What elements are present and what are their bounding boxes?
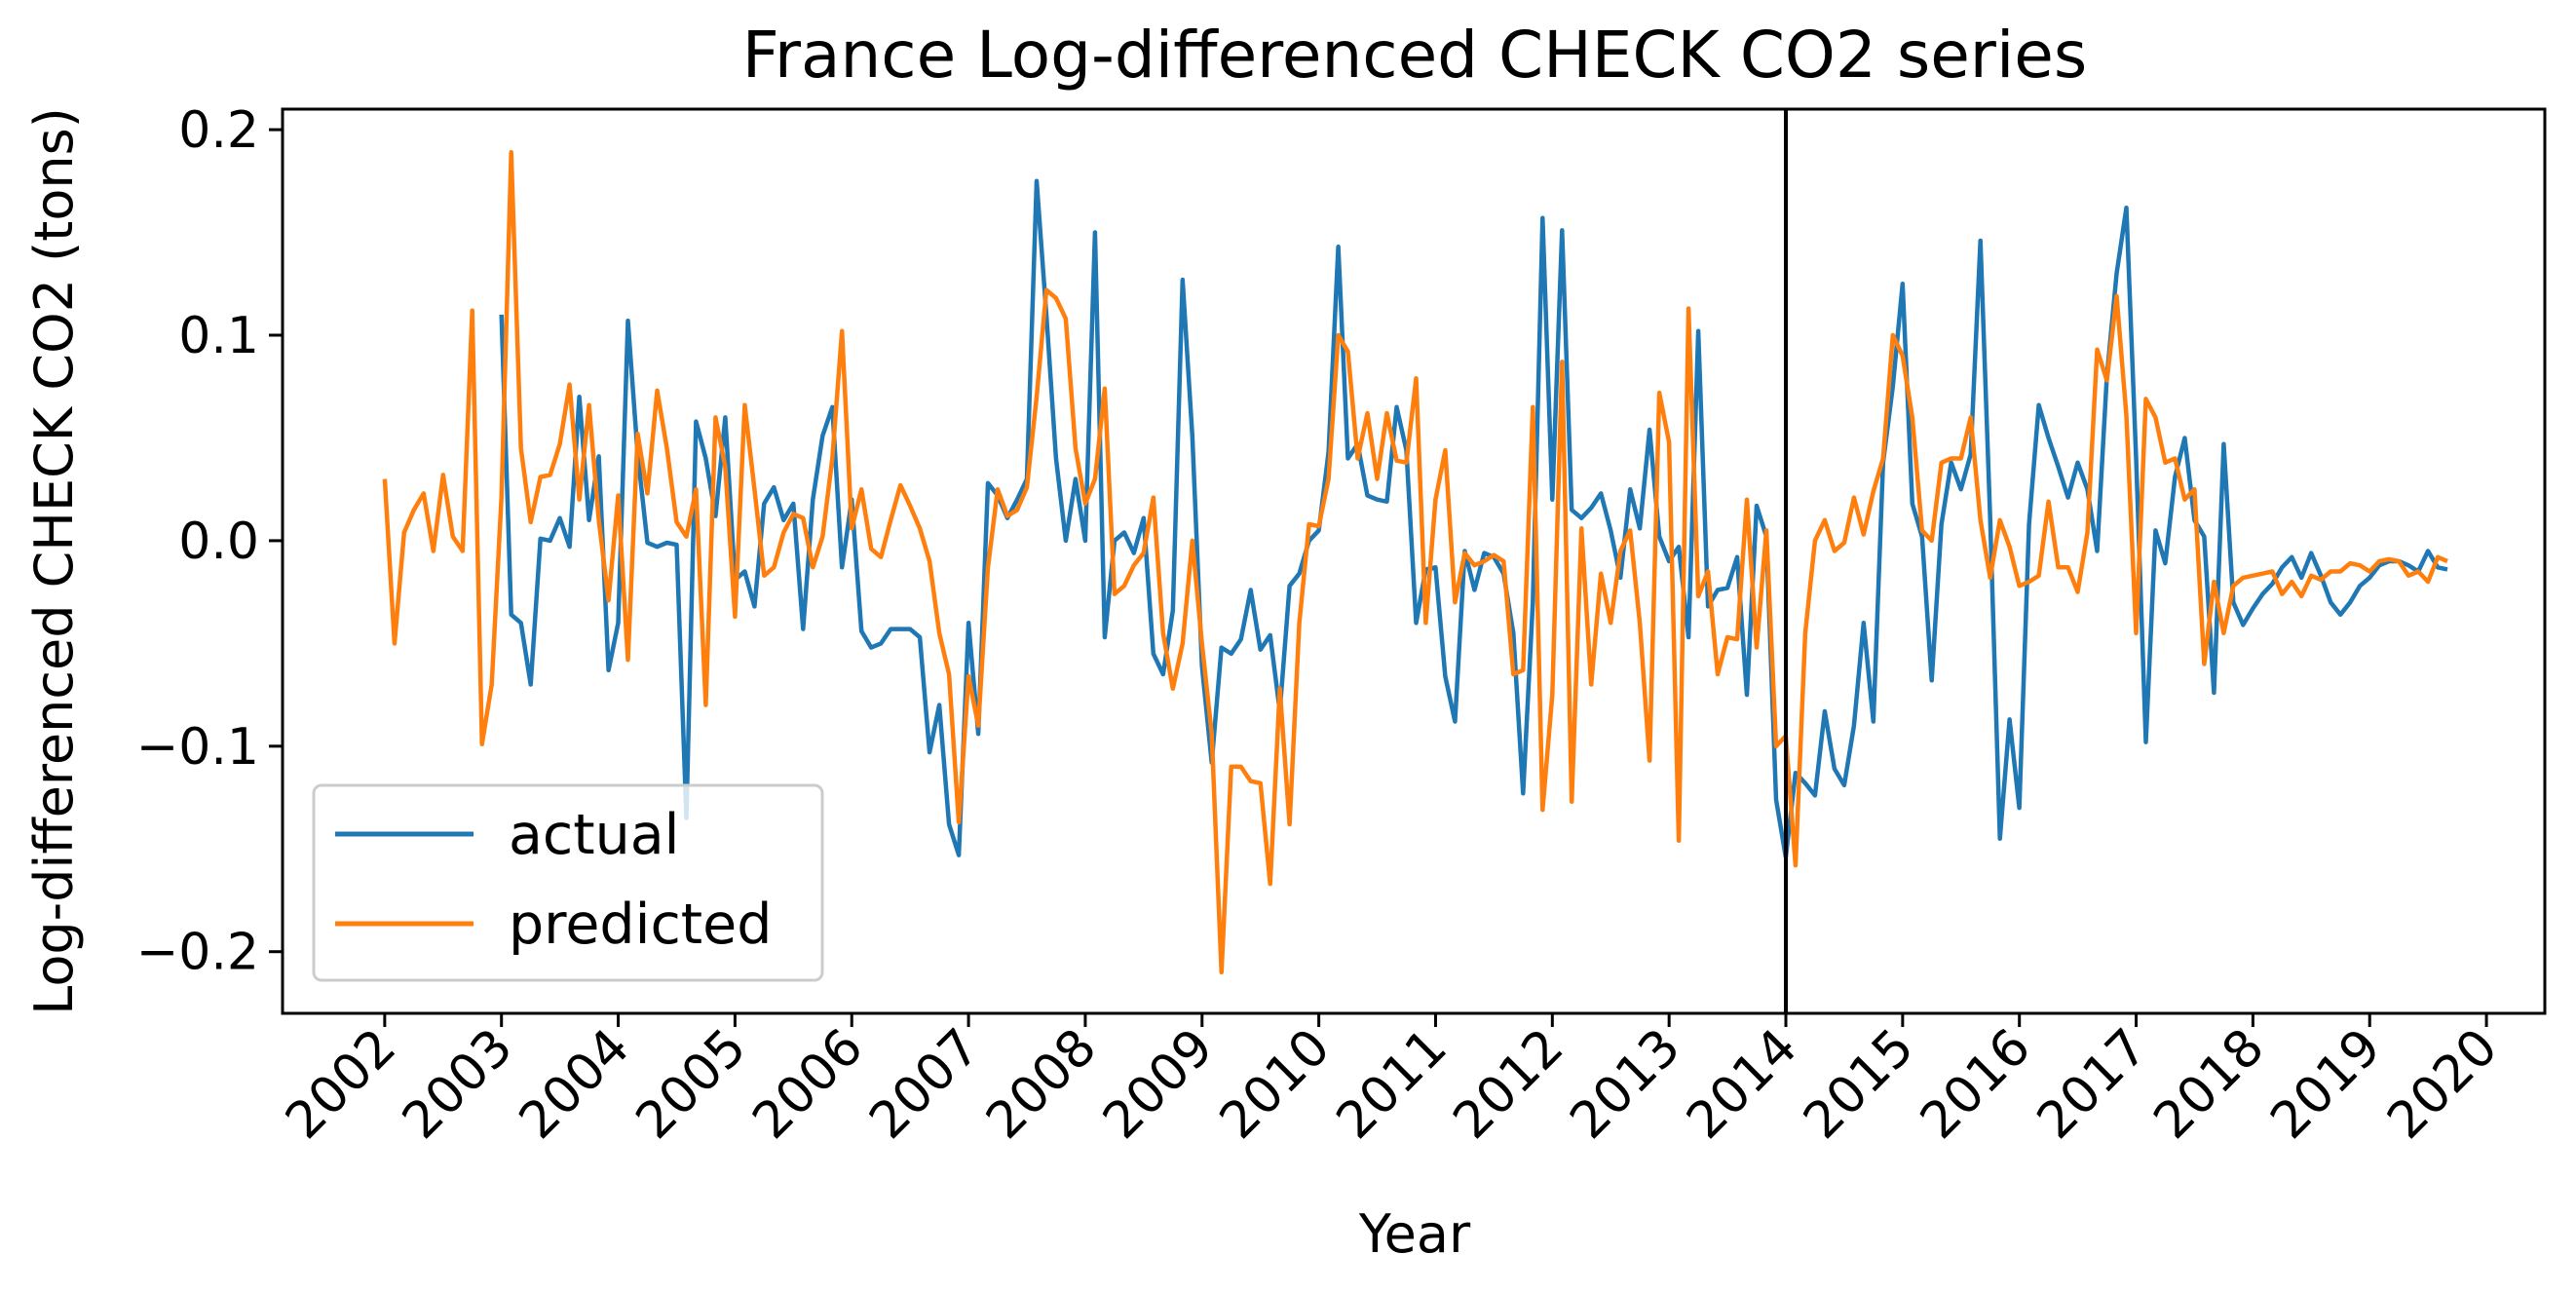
y-tick-label-3: 0.1 xyxy=(178,307,259,365)
x-axis-label: Year xyxy=(1358,1203,1471,1265)
legend: actual predicted xyxy=(312,783,824,982)
y-tick-label-2: 0.0 xyxy=(178,513,259,571)
chart-title: France Log-differenced CHECK CO2 series xyxy=(742,18,2088,93)
plot-frame xyxy=(281,107,2547,1015)
legend-label-predicted: predicted xyxy=(509,893,772,957)
y-tick-label-1: −0.1 xyxy=(136,718,259,777)
y-tick-label-4: 0.2 xyxy=(178,101,259,160)
series-line-actual xyxy=(499,178,2448,859)
plot-area xyxy=(281,107,2547,1015)
y-axis: −0.2 −0.1 0.0 0.1 0.2 xyxy=(136,101,283,982)
y-axis-label: Log-differenced CHECK CO2 (tons) xyxy=(23,107,85,1015)
legend-label-actual: actual xyxy=(509,803,680,867)
series-layer xyxy=(382,150,2448,975)
series-line-predicted xyxy=(382,150,2448,975)
y-tick-label-0: −0.2 xyxy=(136,924,259,982)
